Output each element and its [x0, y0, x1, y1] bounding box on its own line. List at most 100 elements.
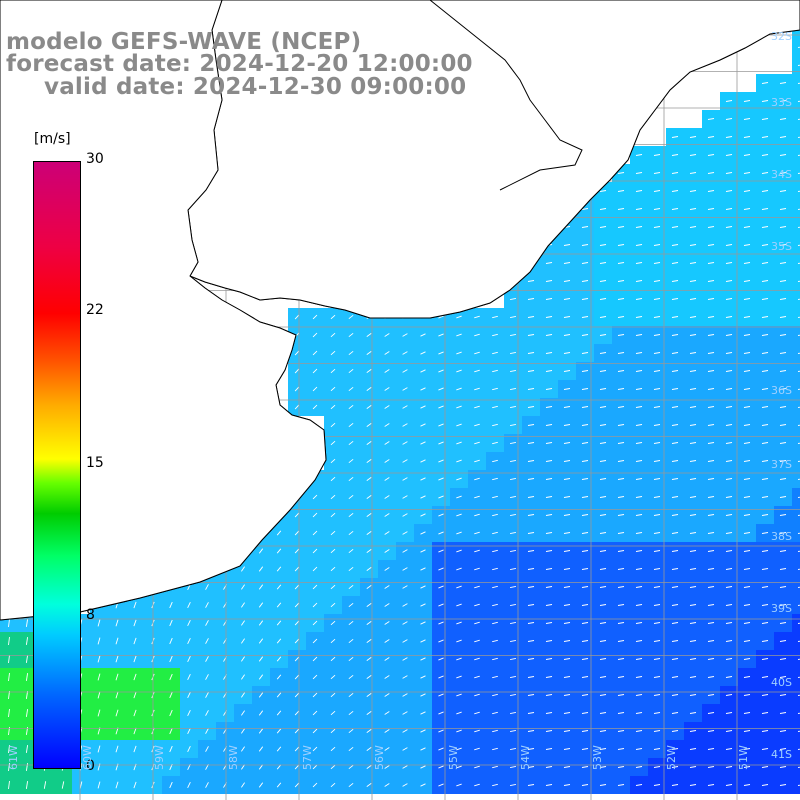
wind-arrow [761, 298, 769, 300]
wind-arrow [725, 316, 733, 318]
wind-arrow [169, 637, 173, 645]
wind-arrow [97, 619, 101, 627]
wind-arrow [725, 388, 733, 390]
wind-arrow [761, 334, 769, 336]
wind-arrow [402, 603, 408, 607]
wind-arrow [581, 226, 589, 228]
wind-arrow [509, 531, 517, 535]
wind-arrow [384, 351, 390, 355]
wind-arrow [581, 676, 589, 678]
wind-arrow [743, 604, 751, 606]
wind-arrow [420, 675, 426, 679]
lon-label: 58W [227, 745, 240, 770]
wind-arrow [635, 766, 643, 768]
wind-arrow [420, 333, 426, 337]
wind-arrow [545, 496, 553, 498]
wind-arrow [420, 585, 426, 589]
wind-arrow [205, 638, 209, 644]
wind-arrow [761, 748, 769, 750]
wind-arrow [563, 766, 571, 768]
wind-arrow [743, 298, 751, 300]
wind-cell [792, 380, 800, 398]
wind-arrow [474, 513, 480, 517]
wind-arrow [707, 352, 715, 354]
wind-arrow [725, 496, 733, 498]
wind-arrow [797, 100, 800, 102]
wind-arrow [761, 172, 769, 174]
wind-arrow [294, 656, 300, 662]
wind-arrow [545, 280, 553, 282]
wind-cell [792, 416, 800, 434]
wind-arrow [330, 782, 336, 788]
wind-arrow [366, 711, 372, 715]
wind-arrow [492, 441, 498, 445]
wind-arrow [330, 332, 336, 338]
wind-arrow [743, 658, 751, 660]
wind-arrow [743, 550, 751, 552]
wind-arrow [653, 766, 661, 768]
colorbar-tick-30: 30 [86, 151, 104, 167]
wind-arrow [689, 244, 697, 246]
wind-arrow [725, 370, 733, 372]
wind-arrow [581, 370, 589, 372]
wind-arrow [492, 603, 498, 607]
wind-arrow [545, 262, 553, 264]
wind-arrow [707, 604, 715, 606]
wind-arrow [761, 136, 769, 138]
wind-arrow [384, 729, 390, 733]
lat-label: 40S [771, 676, 792, 689]
wind-arrow [707, 262, 715, 264]
lon-label: 52W [665, 745, 678, 770]
wind-arrow [187, 674, 191, 680]
wind-arrow [348, 728, 354, 734]
wind-arrow [348, 656, 354, 662]
wind-arrow [456, 585, 462, 589]
wind-arrow [545, 766, 553, 768]
wind-arrow [671, 766, 679, 768]
wind-arrow [456, 639, 462, 643]
wind-arrow [474, 747, 480, 751]
wind-arrow [797, 334, 800, 336]
wind-arrow [294, 782, 300, 788]
wind-arrow [348, 548, 354, 554]
wind-arrow [617, 568, 625, 570]
wind-arrow [581, 514, 589, 516]
wind-arrow [563, 730, 571, 732]
lon-label: 53W [591, 745, 604, 770]
wind-arrow [241, 602, 245, 608]
wind-arrow [527, 676, 535, 678]
wind-arrow [492, 675, 498, 679]
wind-arrow [115, 655, 119, 663]
wind-arrow [545, 550, 553, 552]
wind-arrow [797, 406, 800, 408]
wind-arrow [797, 442, 800, 444]
wind-arrow [671, 190, 679, 192]
wind-arrow [456, 675, 462, 679]
wind-cell [792, 362, 800, 380]
wind-arrow [133, 673, 137, 681]
wind-arrow [779, 604, 787, 606]
wind-arrow [25, 763, 29, 771]
wind-arrow [527, 532, 535, 534]
wind-arrow [797, 388, 800, 390]
wind-arrow [743, 442, 751, 444]
wind-arrow [563, 784, 571, 786]
wind-arrow [366, 333, 372, 337]
wind-arrow [294, 530, 300, 536]
wind-arrow [743, 640, 751, 642]
wind-arrow [258, 566, 264, 572]
wind-arrow [294, 350, 300, 356]
wind-arrow [384, 459, 390, 463]
wind-arrow [294, 692, 300, 698]
wind-arrow [115, 673, 119, 681]
wind-arrow [366, 747, 372, 751]
wind-arrow [312, 350, 318, 356]
wind-arrow [420, 621, 426, 625]
wind-arrow [366, 477, 372, 481]
wind-arrow [689, 280, 697, 282]
wind-arrow [545, 730, 553, 732]
wind-arrow [671, 514, 679, 516]
wind-arrow [779, 694, 787, 696]
wind-arrow [635, 406, 643, 408]
wind-arrow [402, 405, 408, 409]
